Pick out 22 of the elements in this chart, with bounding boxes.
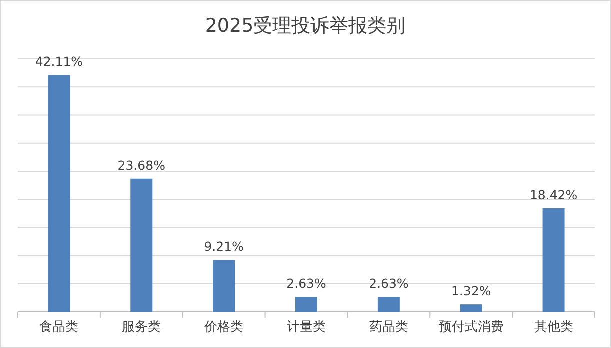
x-tick-label: 价格类 [204, 320, 244, 335]
data-label: 9.21% [204, 239, 244, 254]
bar [213, 260, 236, 312]
bar [130, 178, 153, 312]
data-label: 18.42% [530, 187, 578, 202]
x-tick-label: 药品类 [369, 320, 408, 335]
data-label: 2.63% [369, 276, 409, 292]
data-label: 23.68% [118, 158, 166, 173]
bar [542, 208, 565, 312]
chart-title: 2025受理投诉举报类别 [205, 15, 406, 37]
bar [378, 297, 400, 312]
bar [296, 297, 318, 312]
x-tick-label: 食品类 [40, 320, 79, 335]
x-tick-label: 计量类 [287, 320, 326, 335]
data-label: 1.32% [452, 284, 492, 299]
bar [48, 75, 70, 312]
x-tick-label: 服务类 [122, 320, 162, 335]
bar [460, 304, 482, 312]
data-label: 42.11% [35, 54, 84, 70]
x-tick-label: 其他类 [534, 320, 574, 335]
x-tick-label: 预付式消费 [438, 320, 504, 335]
data-label: 2.63% [286, 276, 326, 292]
